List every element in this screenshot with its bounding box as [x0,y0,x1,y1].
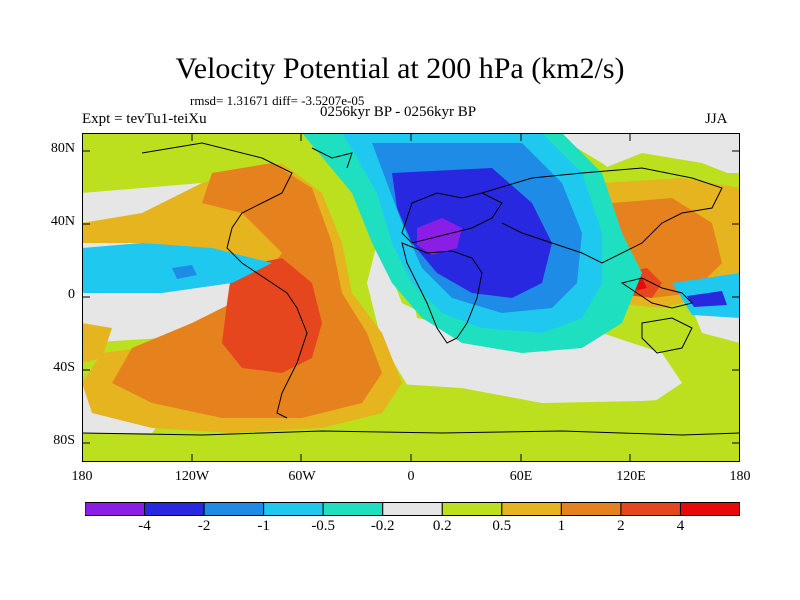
y-tick-label: 40N [50,214,75,229]
colorbar-swatch [441,502,503,516]
y-tick-label: 80N [50,141,75,156]
axis-ticks [82,133,740,462]
colorbar-label: -0.2 [370,518,395,534]
colorbar-swatch [263,502,324,516]
coastlines [82,142,740,436]
x-tick-label: 120E [616,469,646,484]
colorbar-swatch [85,502,146,516]
colorbar-label: -2 [197,518,211,534]
negative-blue [392,168,552,298]
colorbar-swatch [203,502,265,516]
colorbar-label: 4 [676,518,685,534]
x-tick-label: 120W [174,469,210,484]
x-tick-label: 0 [407,469,415,484]
colorbar-label: 1 [557,518,566,534]
x-tick-label: 60E [509,469,533,484]
experiment-label: Expt = tevTu1-teiXu [82,111,207,127]
colorbar-label: -0.5 [311,518,336,534]
colorbar-swatch [679,502,740,516]
positive-orange-west [112,163,382,418]
colorbar-swatch [560,502,622,516]
y-tick-label: 0 [68,287,75,302]
stats-label: rmsd= 1.31671 diff= -3.5207e-05 [190,93,365,108]
colorbar-label: -4 [138,518,151,534]
colorbar-swatch [620,502,681,516]
colorbar-swatch [322,502,384,516]
colorbar-swatch [382,502,443,516]
y-tick-label: 80S [53,433,75,448]
colorbar-label: 0.2 [432,518,452,534]
negative-mid-blue-spot-west [172,265,197,279]
map-plot [82,133,740,462]
colorbar-label: 0.5 [492,518,512,534]
negative-blue-pacific-east [687,291,727,307]
y-tick-label: 40S [53,360,75,375]
season-label: JJA [705,111,728,127]
colorbar-label: -1 [257,518,270,534]
x-tick-label: 60W [288,469,316,484]
x-tick-label: 180 [729,469,751,484]
chart-title: Velocity Potential at 200 hPa (km2/s) [175,52,625,85]
colorbar-swatch [144,502,205,516]
x-tick-label: 180 [71,469,93,484]
colorbar [85,502,740,516]
colorbar-swatch [501,502,562,516]
colorbar-label: 2 [617,518,625,534]
period-label: 0256kyr BP - 0256kyr BP [320,104,477,120]
positive-red-orange-west [222,258,322,373]
positive-gold-western-edge [82,323,112,363]
